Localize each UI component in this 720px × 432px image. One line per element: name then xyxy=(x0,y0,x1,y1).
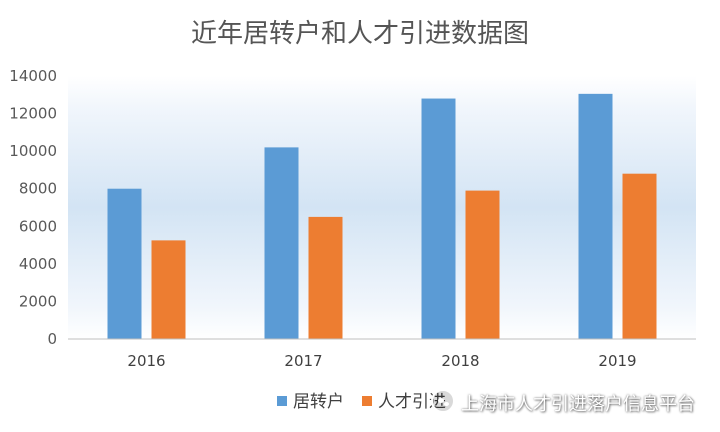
bar-2018-series-1 xyxy=(421,98,456,340)
bar-2019-series-1 xyxy=(578,93,613,339)
bar-2016-series-2 xyxy=(151,240,186,339)
watermark-text: 上海市人才引进落户信息平台 xyxy=(461,394,695,415)
bar-2016-series-1 xyxy=(107,188,142,339)
y-tick-label: 2000 xyxy=(19,292,57,310)
chart-title: 近年居转户和人才引进数据图 xyxy=(191,19,529,49)
y-tick-label: 6000 xyxy=(19,217,57,235)
y-tick-label: 8000 xyxy=(19,180,57,198)
legend-label: 居转户 xyxy=(293,392,344,412)
bar-2019-series-2 xyxy=(622,173,657,339)
wechat-icon xyxy=(431,389,455,413)
x-tick-label: 2017 xyxy=(284,352,322,370)
x-tick-label: 2019 xyxy=(598,352,636,370)
legend-label: 人才引进 xyxy=(378,392,446,412)
bar-2018-series-2 xyxy=(465,190,500,339)
legend: 居转户 人才引进 xyxy=(277,392,446,412)
y-tick-label: 14000 xyxy=(9,67,57,85)
legend-swatch xyxy=(362,396,372,406)
y-tick-label: 10000 xyxy=(9,142,57,160)
y-tick-label: 12000 xyxy=(9,105,57,123)
legend-swatch xyxy=(277,396,287,406)
y-tick-label: 4000 xyxy=(19,255,57,273)
x-tick-label: 2016 xyxy=(127,352,165,370)
x-tick-label: 2018 xyxy=(441,352,479,370)
bar-2017-series-1 xyxy=(264,147,299,339)
y-tick-label: 0 xyxy=(47,330,57,348)
bar-2017-series-2 xyxy=(308,216,343,339)
